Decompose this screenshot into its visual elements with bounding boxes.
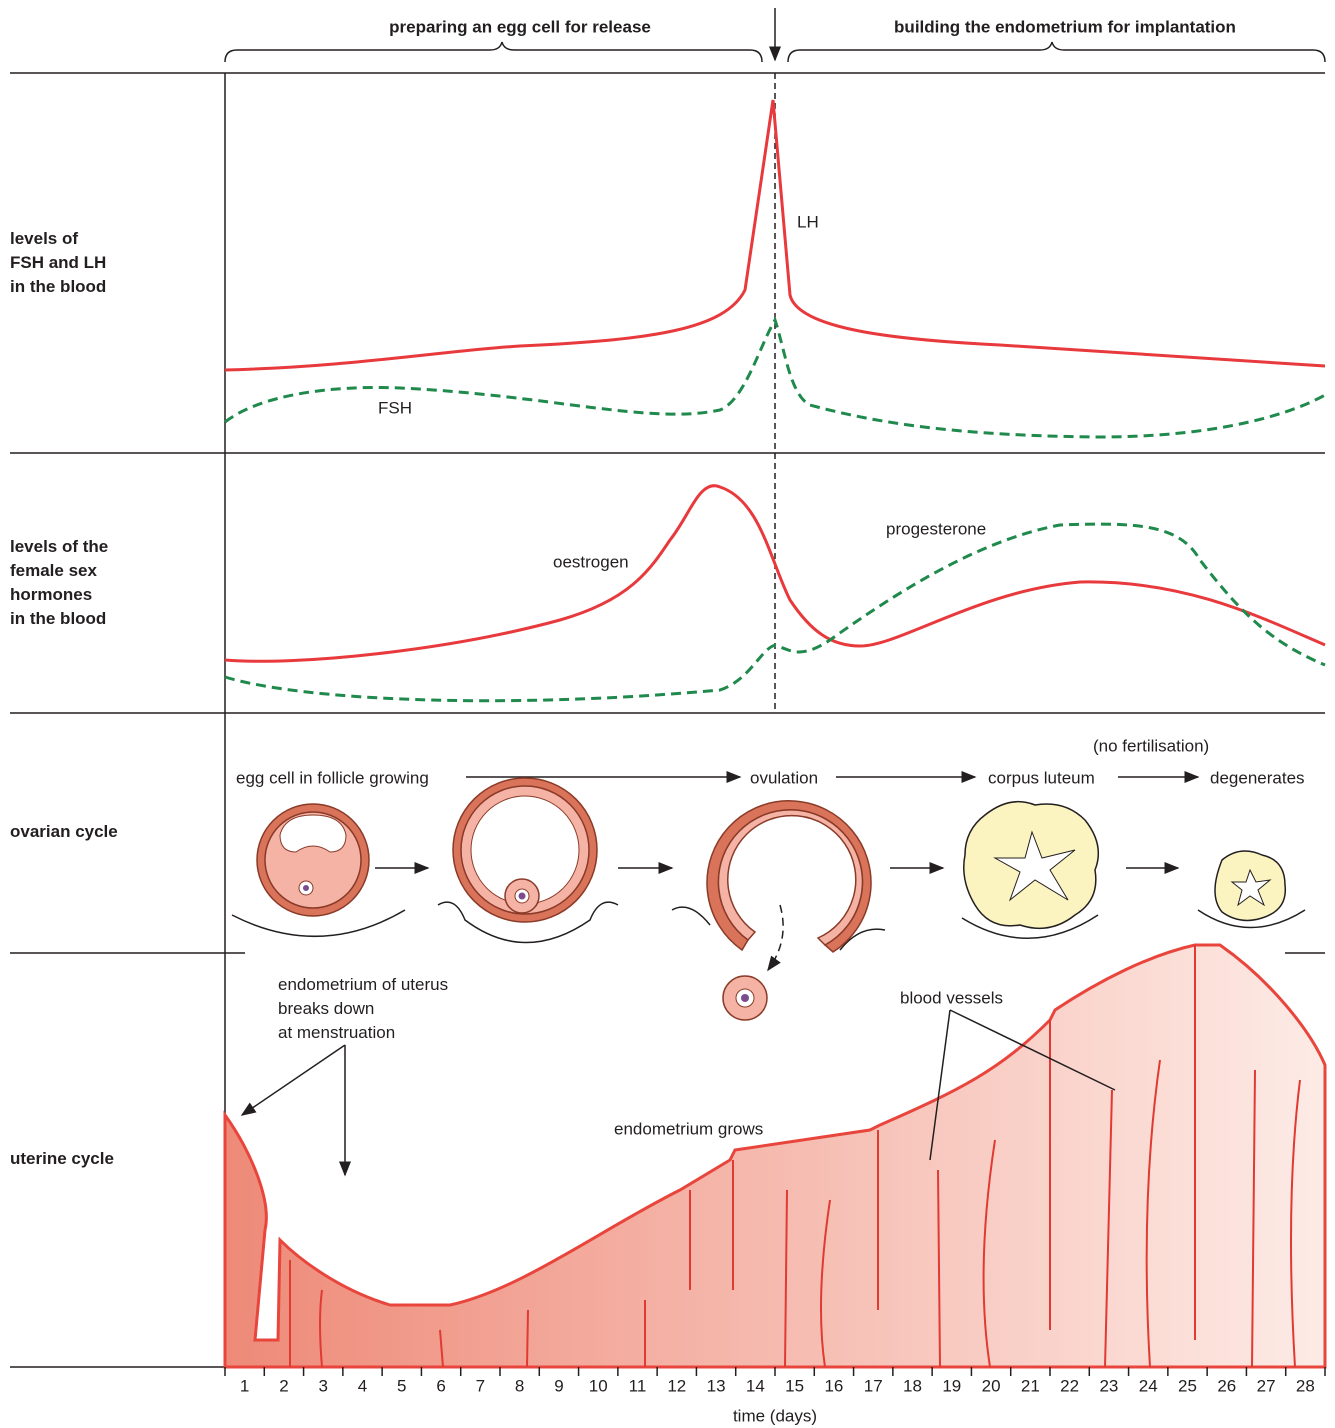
corpus-luteum [962, 802, 1098, 939]
text-line: hormones [10, 585, 92, 604]
day-label: 15 [785, 1376, 804, 1395]
curve-label: FSH [378, 398, 412, 417]
ruptured-follicle [672, 801, 885, 1020]
day-label: 14 [746, 1376, 765, 1395]
day-label: 28 [1296, 1376, 1315, 1395]
axis-title: time (days) [733, 1406, 817, 1425]
release-arrow [768, 905, 783, 970]
day-label: 9 [554, 1376, 563, 1395]
egg-nucleus [303, 885, 309, 891]
day-label: 17 [864, 1376, 883, 1395]
text-line: uterine cycle [10, 1149, 114, 1168]
day-label: 13 [707, 1376, 726, 1395]
day-label: 18 [903, 1376, 922, 1395]
brace [225, 42, 762, 62]
day-label: 24 [1139, 1376, 1158, 1395]
row-label: ovarian cycle [10, 822, 118, 841]
day-label: 27 [1257, 1376, 1276, 1395]
endometrium [225, 945, 1325, 1367]
degenerating-body [1198, 851, 1305, 928]
text-line: in the blood [10, 277, 106, 296]
endometrium-layer [225, 945, 1325, 1367]
text-line: levels of [10, 229, 78, 248]
day-label: 23 [1099, 1376, 1118, 1395]
day-label: 19 [942, 1376, 961, 1395]
step-note: (no fertilisation) [1093, 736, 1209, 755]
day-label: 5 [397, 1376, 406, 1395]
day-label: 21 [1021, 1376, 1040, 1395]
callout: blood vessels [900, 988, 1003, 1007]
text-line: female sex [10, 561, 97, 580]
text-line: endometrium of uterus [278, 975, 448, 994]
day-label: 4 [358, 1376, 367, 1395]
follicle-body [718, 810, 862, 945]
step-label: ovulation [750, 768, 818, 787]
day-label: 11 [629, 1376, 647, 1395]
curve-label: oestrogen [553, 552, 629, 571]
text-line: at menstruation [278, 1023, 395, 1042]
callout-arrow [242, 1045, 345, 1115]
day-label: 1 [240, 1376, 249, 1395]
callout: endometrium of uterus breaks down at menst… [278, 975, 448, 1042]
day-label: 6 [436, 1376, 445, 1395]
page: preparing an egg cell for release buildi… [0, 0, 1335, 1428]
day-label: 26 [1217, 1376, 1236, 1395]
day-label: 20 [982, 1376, 1001, 1395]
day-label: 22 [1060, 1376, 1079, 1395]
text-line: in the blood [10, 609, 106, 628]
step-label: degenerates [1210, 768, 1305, 787]
day-label: 25 [1178, 1376, 1197, 1395]
day-label: 8 [515, 1376, 524, 1395]
day-label: 2 [279, 1376, 288, 1395]
follicle [232, 804, 405, 936]
antrum [280, 815, 346, 852]
curve-label: progesterone [886, 519, 986, 538]
brace [788, 42, 1325, 62]
text-line: ovarian cycle [10, 822, 118, 841]
phase-label: building the endometrium for implantatio… [894, 17, 1236, 36]
text-line: levels of the [10, 537, 108, 556]
day-label: 16 [824, 1376, 843, 1395]
day-label: 10 [589, 1376, 608, 1395]
day-label: 3 [318, 1376, 327, 1395]
row-label: levels of the female sex hormones in the bl… [10, 537, 108, 628]
day-label: 7 [476, 1376, 485, 1395]
egg-nucleus [519, 893, 526, 900]
step-label: egg cell in follicle growing [236, 768, 429, 787]
egg-nucleus [741, 994, 749, 1002]
row-label: uterine cycle [10, 1149, 114, 1168]
follicle [438, 778, 618, 943]
follicle-wall [707, 801, 871, 952]
row-label: levels of FSH and LH in the blood [10, 229, 106, 296]
callout: endometrium grows [614, 1119, 763, 1138]
text-line: FSH and LH [10, 253, 106, 272]
curve-label: LH [797, 212, 819, 231]
step-label: corpus luteum [988, 768, 1095, 787]
diagram: preparing an egg cell for release buildi… [0, 0, 1335, 1428]
day-label: 12 [667, 1376, 686, 1395]
text-line: breaks down [278, 999, 374, 1018]
phase-label: preparing an egg cell for release [389, 17, 651, 36]
